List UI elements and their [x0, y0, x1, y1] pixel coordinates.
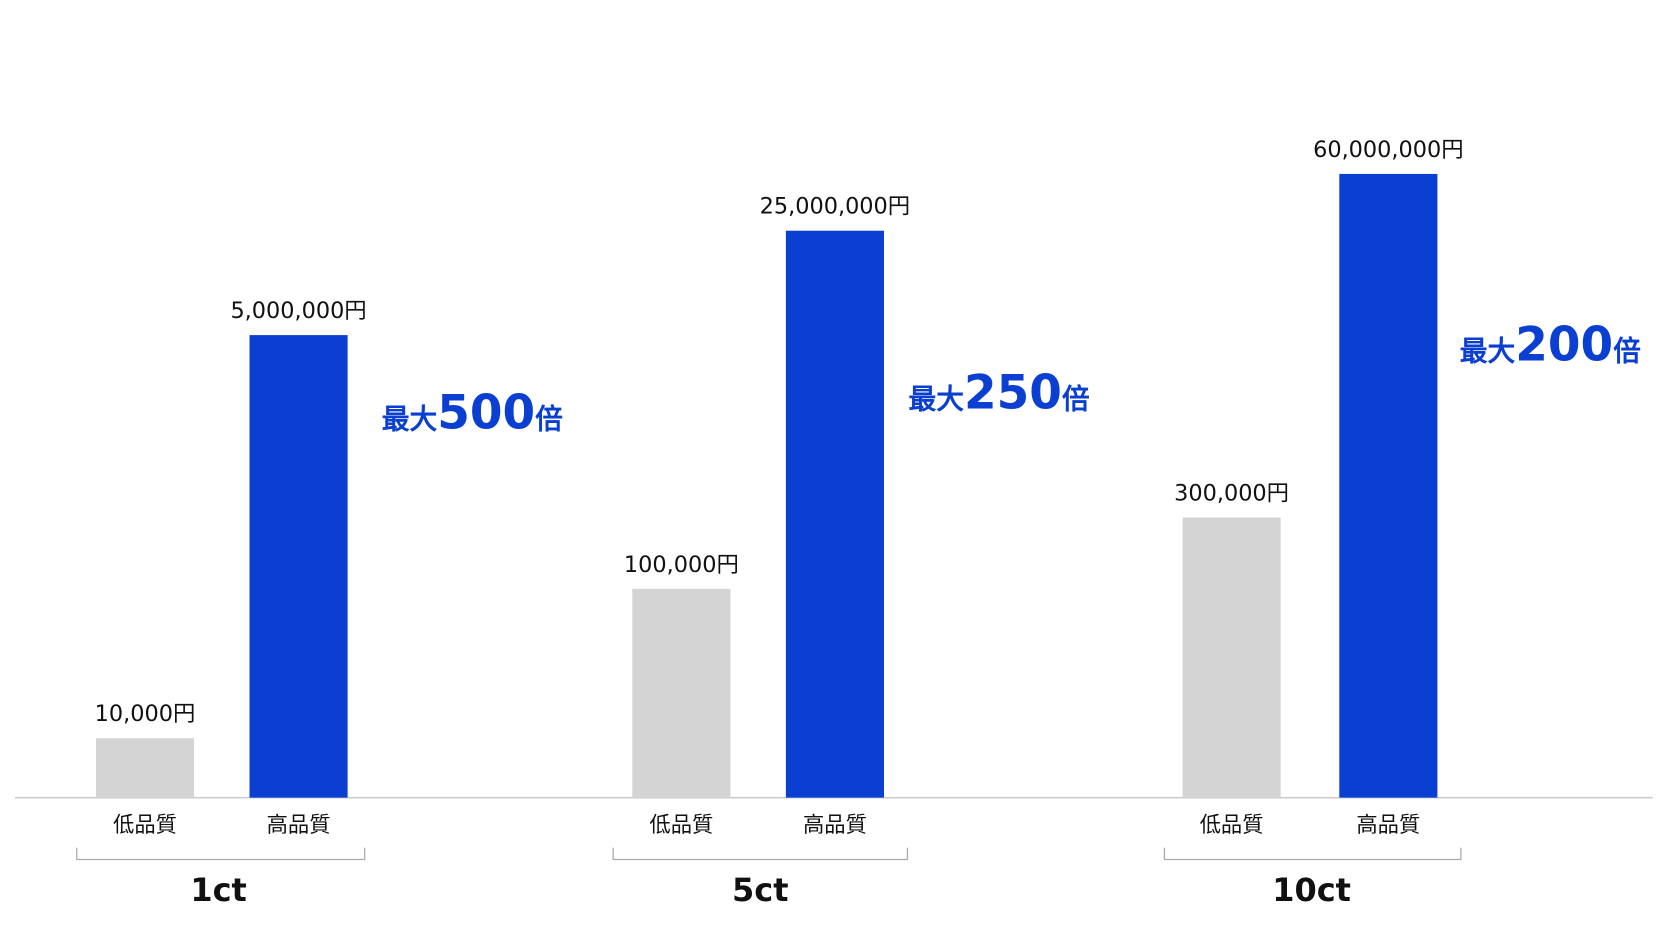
- annotation-prefix: 最大: [1460, 334, 1516, 367]
- annotation-value: 200: [1515, 317, 1613, 372]
- value-label: 100,000円: [624, 552, 739, 578]
- group-label: 10ct: [1272, 871, 1351, 909]
- sub-category-label: 低品質: [1200, 813, 1264, 838]
- group-label: 5ct: [732, 871, 788, 909]
- sub-category-label: 低品質: [649, 813, 713, 838]
- value-label: 10,000円: [95, 701, 196, 727]
- annotation-prefix: 最大: [382, 403, 438, 436]
- value-label: 300,000円: [1174, 481, 1289, 507]
- group-label: 1ct: [190, 871, 246, 909]
- annotation: 最大250倍: [909, 365, 1090, 420]
- sub-category-label: 高品質: [803, 813, 867, 838]
- annotation-value: 250: [964, 365, 1062, 420]
- bar: [1339, 173, 1438, 798]
- annotation-suffix: 倍: [1062, 382, 1090, 415]
- annotation-prefix: 最大: [909, 382, 965, 415]
- sub-category-label: 高品質: [267, 813, 331, 838]
- bar: [632, 588, 731, 798]
- group-bracket: [1163, 847, 1462, 861]
- annotation: 最大200倍: [1460, 317, 1641, 372]
- annotation-suffix: 倍: [1613, 334, 1641, 367]
- group-bracket: [612, 847, 909, 861]
- bar: [95, 738, 195, 798]
- sub-category-label: 低品質: [113, 813, 177, 838]
- bar: [1182, 517, 1281, 798]
- group-bracket: [76, 847, 366, 861]
- value-label: 60,000,000円: [1313, 137, 1464, 163]
- bar: [249, 335, 348, 798]
- bar: [785, 230, 884, 798]
- annotation-suffix: 倍: [535, 403, 563, 436]
- sub-category-label: 高品質: [1356, 813, 1420, 838]
- value-label: 5,000,000円: [230, 298, 366, 324]
- annotation-value: 500: [437, 386, 535, 441]
- annotation: 最大500倍: [382, 386, 563, 441]
- value-label: 25,000,000円: [760, 194, 911, 220]
